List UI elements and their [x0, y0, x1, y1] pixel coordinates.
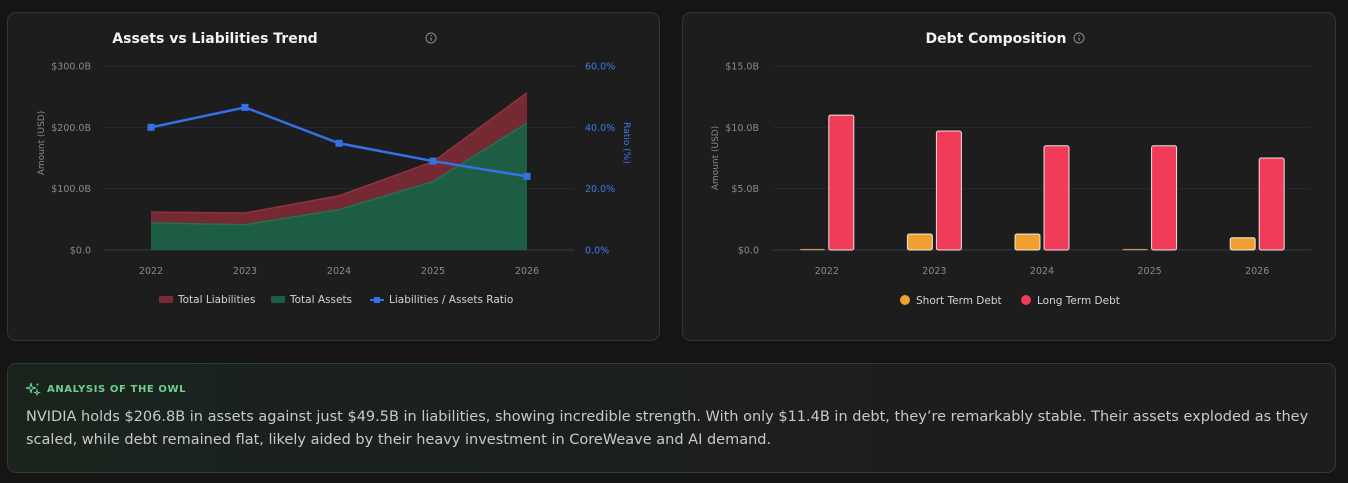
x-tick-label: 2023 [922, 266, 946, 277]
long-term-debt-bar[interactable] [1258, 157, 1285, 251]
legend-item-short-term[interactable]: Short Term Debt [916, 295, 1002, 307]
legend-swatch-assets [271, 296, 285, 303]
debt-composition-card: Debt Composition $0.0 $5.0B $10.0B $15.0B A… [682, 12, 1336, 341]
ratio-point[interactable] [429, 157, 437, 165]
sparkle-icon [25, 382, 41, 397]
y2-tick-label: 60.0% [585, 62, 615, 73]
assets-area[interactable] [151, 123, 527, 250]
legend-item-liabilities[interactable]: Total Liabilities [177, 294, 255, 306]
legend: Total Liabilities Total Assets Liabiliti… [159, 294, 513, 306]
legend-swatch-long-term [1021, 295, 1031, 305]
y-axis-label: Amount (USD) [711, 126, 721, 190]
info-icon[interactable] [1073, 32, 1085, 44]
y-tick-label: $200.0B [51, 123, 91, 134]
assets-liabilities-card: Assets vs Liabilities Trend $0.0 $100.0B $… [7, 12, 660, 341]
x-tick-label: 2024 [327, 266, 351, 277]
liabilities-area[interactable] [151, 92, 527, 225]
x-tick-label: 2026 [515, 266, 539, 277]
ratio-point[interactable] [241, 103, 249, 111]
chart-title: Assets vs Liabilities Trend [112, 31, 317, 47]
y-tick-label: $5.0B [731, 184, 759, 195]
y-tick-label: $300.0B [51, 62, 91, 73]
analysis-text: NVIDIA holds $206.8B in assets against j… [26, 409, 1309, 448]
long-term-debt-bar[interactable] [1043, 145, 1070, 251]
legend-swatch-short-term [900, 295, 910, 305]
x-tick-label: 2022 [139, 266, 163, 277]
chart-title: Debt Composition [925, 31, 1066, 47]
analysis-card: ANALYSIS OF THE OWL NVIDIA holds $206.8B… [7, 363, 1336, 473]
y2-tick-label: 40.0% [585, 123, 615, 134]
long-term-debt-bar[interactable] [935, 130, 962, 251]
x-tick-label: 2025 [1138, 266, 1162, 277]
analysis-heading: ANALYSIS OF THE OWL [47, 383, 187, 395]
ratio-point[interactable] [523, 172, 531, 180]
x-tick-label: 2022 [815, 266, 839, 277]
x-tick-label: 2024 [1030, 266, 1054, 277]
x-tick-label: 2023 [233, 266, 257, 277]
x-tick-label: 2025 [421, 266, 445, 277]
legend-item-ratio[interactable]: Liabilities / Assets Ratio [389, 294, 513, 306]
y-axis-label: Amount (USD) [37, 111, 47, 175]
short-term-debt-bar[interactable] [906, 233, 933, 251]
long-term-debt-bar[interactable] [828, 114, 855, 251]
y2-axis-label: Ratio (%) [621, 122, 631, 164]
legend-swatch-liabilities [159, 296, 173, 303]
ratio-point[interactable] [335, 139, 343, 147]
y2-tick-label: 20.0% [585, 184, 615, 195]
short-term-debt-bar[interactable] [799, 248, 826, 251]
short-term-debt-bar[interactable] [1122, 248, 1149, 251]
ratio-point[interactable] [147, 123, 155, 131]
legend: Short Term Debt Long Term Debt [900, 295, 1120, 307]
info-icon[interactable] [425, 32, 437, 44]
assets-liabilities-chart: Assets vs Liabilities Trend $0.0 $100.0B $… [37, 31, 631, 306]
analysis-header: ANALYSIS OF THE OWL [25, 382, 187, 397]
long-term-debt-bar[interactable] [1151, 145, 1178, 251]
assets-line [150, 122, 528, 226]
liabilities-line [150, 92, 528, 214]
y-tick-label: $15.0B [725, 62, 759, 73]
y-tick-label: $10.0B [725, 123, 759, 134]
legend-item-assets[interactable]: Total Assets [289, 294, 352, 306]
legend-marker-ratio [374, 297, 380, 303]
short-term-debt-bar[interactable] [1229, 237, 1256, 251]
legend-item-long-term[interactable]: Long Term Debt [1037, 295, 1120, 307]
y-tick-label: $0.0 [738, 246, 759, 257]
y2-tick-label: 0.0% [585, 246, 609, 257]
y-tick-label: $0.0 [70, 246, 91, 257]
debt-composition-chart: Debt Composition $0.0 $5.0B $10.0B $15.0B A… [711, 31, 1311, 307]
x-tick-label: 2026 [1245, 266, 1269, 277]
short-term-debt-bar[interactable] [1014, 233, 1041, 251]
y-tick-label: $100.0B [51, 184, 91, 195]
